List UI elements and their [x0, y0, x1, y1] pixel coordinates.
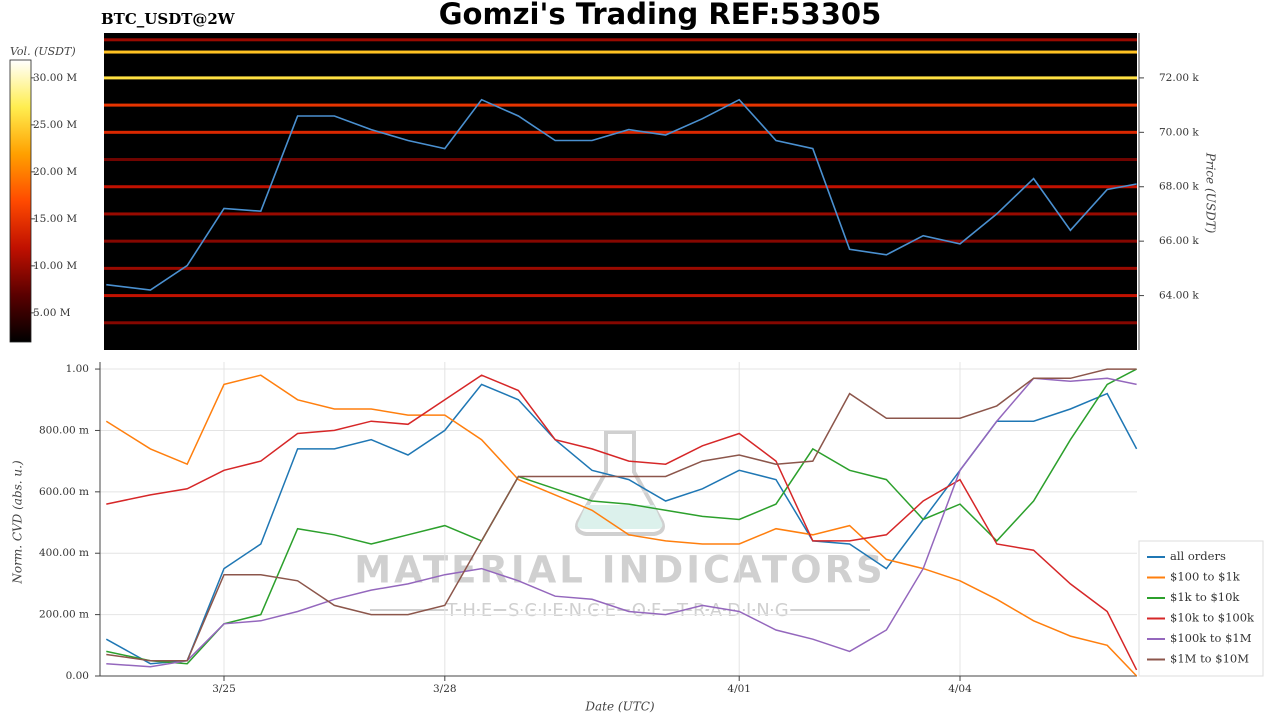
legend-label: $100 to $1k	[1170, 570, 1241, 584]
liquidity-band	[104, 38, 1137, 42]
legend-label: $1M to $10M	[1170, 652, 1249, 666]
x-tick-label: 3/28	[433, 683, 457, 695]
colorbar-tick-label: 10.00 M	[33, 260, 77, 272]
legend-label: all orders	[1170, 549, 1226, 563]
legend-box	[1138, 540, 1264, 677]
y-tick-label: 0.00	[66, 670, 89, 682]
title: Gomzi's Trading REF:53305	[439, 0, 882, 31]
price-line	[106, 98, 1137, 291]
liquidity-band	[104, 321, 1137, 325]
colorbar-title: Vol. (USDT)	[10, 45, 76, 58]
watermark: MATERIAL INDICATORS THE SCIENCE OF TRADI…	[354, 430, 885, 624]
liquidity-band	[104, 50, 1137, 54]
y-tick-label: 200.00 m	[39, 609, 89, 621]
colorbar-tick-label: 25.00 M	[33, 119, 77, 131]
liquidity-band	[104, 239, 1137, 243]
price-tick-label: 72.00 k	[1159, 72, 1199, 84]
liquidity-band	[104, 212, 1137, 216]
colorbar-tick-label: 30.00 M	[33, 72, 77, 84]
x-tick-label: 4/04	[948, 683, 972, 695]
y-tick-label: 1.00	[66, 363, 89, 375]
watermark-liquid	[577, 505, 663, 529]
legend-label: $100k to $1M	[1170, 631, 1252, 645]
x-axis-title: Date (UTC)	[584, 700, 654, 714]
liquidity-band	[104, 294, 1137, 298]
liquidity-band	[104, 266, 1137, 270]
price-tick-label: 66.00 k	[1159, 235, 1199, 247]
liquidity-band	[104, 185, 1137, 189]
y-tick-label: 400.00 m	[39, 547, 89, 559]
colorbar-tick-label: 15.00 M	[33, 213, 77, 225]
subtitle: BTC_USDT@2W	[101, 10, 236, 28]
y-axis-title: Norm. CVD (abs. u.)	[11, 460, 25, 585]
cvd-line	[106, 368, 1137, 665]
colorbar	[9, 59, 32, 343]
price-tick-label: 68.00 k	[1159, 181, 1199, 193]
x-tick-label: 3/25	[212, 683, 236, 695]
colorbar-tick-label: 20.00 M	[33, 166, 77, 178]
price-tick-label: 64.00 k	[1159, 290, 1199, 302]
watermark-flask	[575, 430, 665, 536]
legend-label: $10k to $100k	[1170, 611, 1255, 625]
liquidity-band	[104, 158, 1137, 162]
legend-label: $1k to $10k	[1170, 590, 1240, 604]
cvd-line	[106, 374, 1138, 671]
cvd-line	[105, 374, 1138, 677]
liquidity-band	[104, 76, 1137, 80]
y-tick-label: 600.00 m	[39, 486, 89, 498]
liquidity-band	[104, 103, 1137, 107]
cvd-line	[106, 368, 1137, 662]
price-tick-label: 70.00 k	[1159, 126, 1199, 138]
watermark-text: MATERIAL INDICATORS	[354, 549, 885, 592]
cvd-line	[106, 377, 1137, 668]
watermark-tagline: THE SCIENCE OF TRADING	[445, 600, 793, 621]
heatmap-background	[104, 33, 1137, 350]
y-tick-label: 800.00 m	[39, 424, 89, 436]
price-axis-title: Price (USDT)	[1204, 152, 1218, 234]
x-tick-label: 4/01	[727, 683, 751, 695]
colorbar-tick-label: 5.00 M	[33, 307, 71, 319]
